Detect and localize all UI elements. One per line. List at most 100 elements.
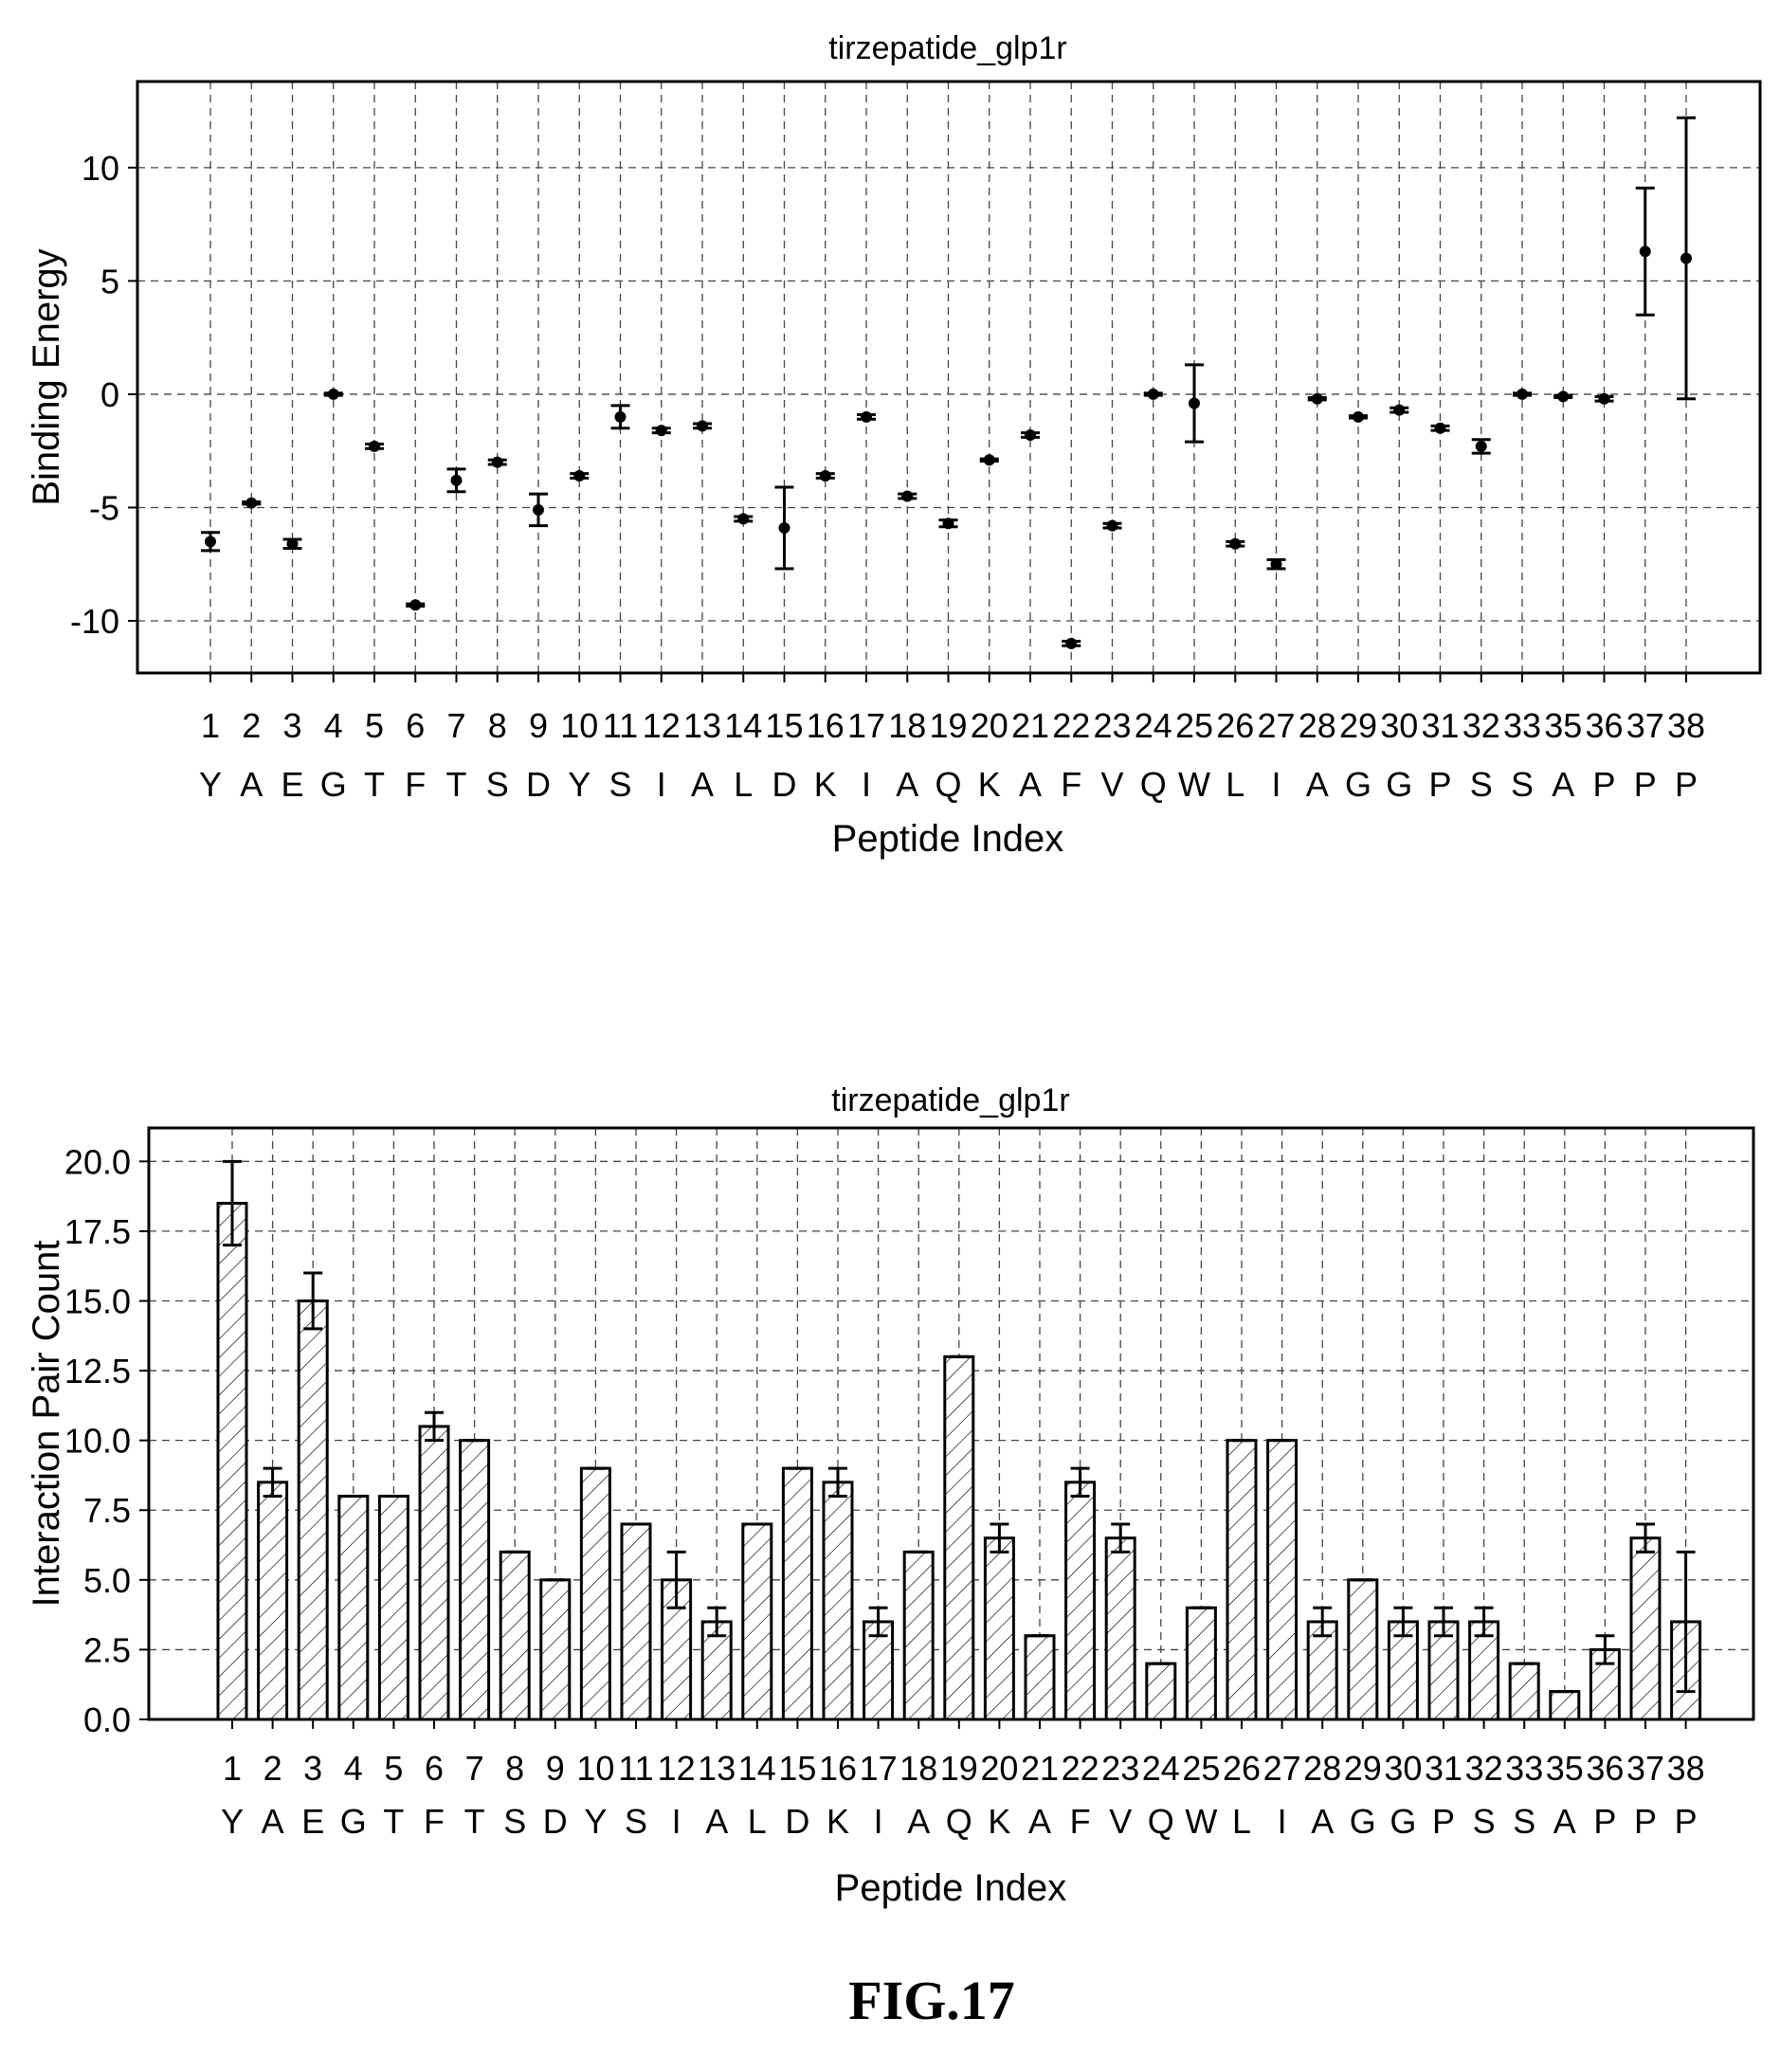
x-residue-label: I — [657, 765, 666, 804]
x-residue-label: W — [1185, 1802, 1217, 1841]
x-tick-label: 9 — [546, 1749, 565, 1788]
x-tick-label: 25 — [1175, 706, 1213, 745]
bar — [1226, 1439, 1258, 1721]
x-residue-label: S — [1473, 1802, 1496, 1841]
data-point — [1680, 252, 1692, 264]
bar — [377, 1495, 409, 1721]
x-tick-label: 1 — [223, 1749, 242, 1788]
x-tick-label: 23 — [1093, 706, 1131, 745]
x-residue-label: E — [281, 765, 303, 804]
bar — [1347, 1578, 1379, 1721]
x-tick-label: 27 — [1257, 706, 1295, 745]
x-tick-label: 19 — [929, 706, 967, 745]
data-point — [533, 503, 544, 516]
bar — [1185, 1606, 1217, 1721]
bar — [1104, 1536, 1136, 1721]
bar — [1266, 1439, 1299, 1721]
x-tick-label: 11 — [618, 1749, 653, 1788]
bar — [781, 1466, 813, 1721]
bar — [1549, 1690, 1581, 1721]
x-tick-label: 13 — [698, 1749, 736, 1788]
x-tick-label: 35 — [1546, 1749, 1584, 1788]
x-residue-label: Q — [1140, 765, 1167, 804]
data-point — [1025, 428, 1036, 441]
x-residue-label: T — [464, 1802, 485, 1841]
y-tick-label: -10 — [70, 602, 119, 641]
x-residue-label: D — [543, 1802, 568, 1841]
interaction-pair-count-chart: tirzepatide_glp1r 0.02.55.07.510.012.515… — [26, 1082, 1755, 1909]
x-residue-label: S — [625, 1802, 647, 1841]
x-residue-label: G — [1350, 1802, 1376, 1841]
x-residue-label: P — [1428, 765, 1451, 804]
x-residue-label: P — [1592, 765, 1615, 804]
x-residue-label: Y — [568, 765, 590, 804]
x-residue-label: F — [1070, 1802, 1091, 1841]
x-tick-label: 22 — [1052, 706, 1090, 745]
x-residue-label: P — [1593, 1802, 1616, 1841]
data-point — [1598, 392, 1610, 405]
x-residue-label: D — [526, 765, 551, 804]
x-tick-label: 30 — [1380, 706, 1418, 745]
x-residue-label: A — [1019, 765, 1042, 804]
bar — [983, 1536, 1015, 1721]
x-tick-label: 14 — [724, 706, 762, 745]
x-residue-label: A — [691, 765, 714, 804]
x-residue-label: G — [320, 765, 347, 804]
x-tick-label: 30 — [1384, 1749, 1422, 1788]
x-tick-label: 6 — [425, 1749, 444, 1788]
x-residue-label: F — [424, 1802, 445, 1841]
x-tick-label: 9 — [529, 706, 548, 745]
data-point — [901, 490, 914, 502]
x-tick-label: 23 — [1101, 1749, 1139, 1788]
data-point — [1475, 440, 1487, 452]
data-point — [245, 497, 258, 509]
x-residue-label: G — [340, 1802, 367, 1841]
x-tick-label: 15 — [778, 1749, 816, 1788]
x-residue-label: A — [907, 1802, 930, 1841]
x-residue-label: V — [1109, 1802, 1132, 1841]
x-residue-label: W — [1178, 765, 1210, 804]
x-residue-label: P — [1675, 1802, 1698, 1841]
chart1-grid — [137, 82, 1760, 673]
x-tick-label: 31 — [1425, 1749, 1462, 1788]
x-tick-label: 4 — [324, 706, 343, 745]
chart2-frame — [147, 1126, 1755, 1721]
x-tick-label: 14 — [738, 1749, 776, 1788]
x-tick-label: 11 — [603, 706, 638, 745]
x-residue-label: F — [405, 765, 426, 804]
x-tick-label: 8 — [488, 706, 507, 745]
x-residue-label: I — [672, 1802, 681, 1841]
x-residue-label: S — [1511, 765, 1534, 804]
x-tick-label: 24 — [1142, 1749, 1180, 1788]
x-tick-label: 32 — [1465, 1749, 1503, 1788]
y-tick-label: 10.0 — [64, 1422, 131, 1461]
x-tick-label: 32 — [1462, 706, 1500, 745]
x-residue-label: P — [1675, 765, 1698, 804]
x-tick-label: 20 — [971, 706, 1008, 745]
x-residue-label: A — [262, 1802, 284, 1841]
data-point — [655, 425, 667, 437]
bar — [741, 1522, 773, 1721]
bar — [902, 1550, 935, 1721]
x-residue-label: T — [383, 1802, 404, 1841]
bar — [216, 1201, 248, 1721]
bar — [1508, 1662, 1540, 1721]
x-tick-label: 16 — [819, 1749, 857, 1788]
data-point — [819, 470, 831, 482]
x-residue-label: T — [446, 765, 467, 804]
x-residue-label: P — [1432, 1802, 1455, 1841]
x-tick-label: 13 — [683, 706, 721, 745]
x-residue-label: S — [608, 765, 631, 804]
x-tick-label: 1 — [201, 706, 220, 745]
bar — [539, 1578, 572, 1721]
x-residue-label: A — [1028, 1802, 1051, 1841]
x-tick-label: 6 — [406, 706, 425, 745]
bar — [1145, 1662, 1177, 1721]
x-tick-label: 17 — [860, 1749, 898, 1788]
x-residue-label: P — [1634, 1802, 1657, 1841]
x-residue-label: S — [503, 1802, 526, 1841]
x-residue-label: Y — [199, 765, 222, 804]
data-point — [1393, 404, 1406, 416]
bar — [499, 1550, 531, 1721]
x-tick-label: 10 — [576, 1749, 614, 1788]
